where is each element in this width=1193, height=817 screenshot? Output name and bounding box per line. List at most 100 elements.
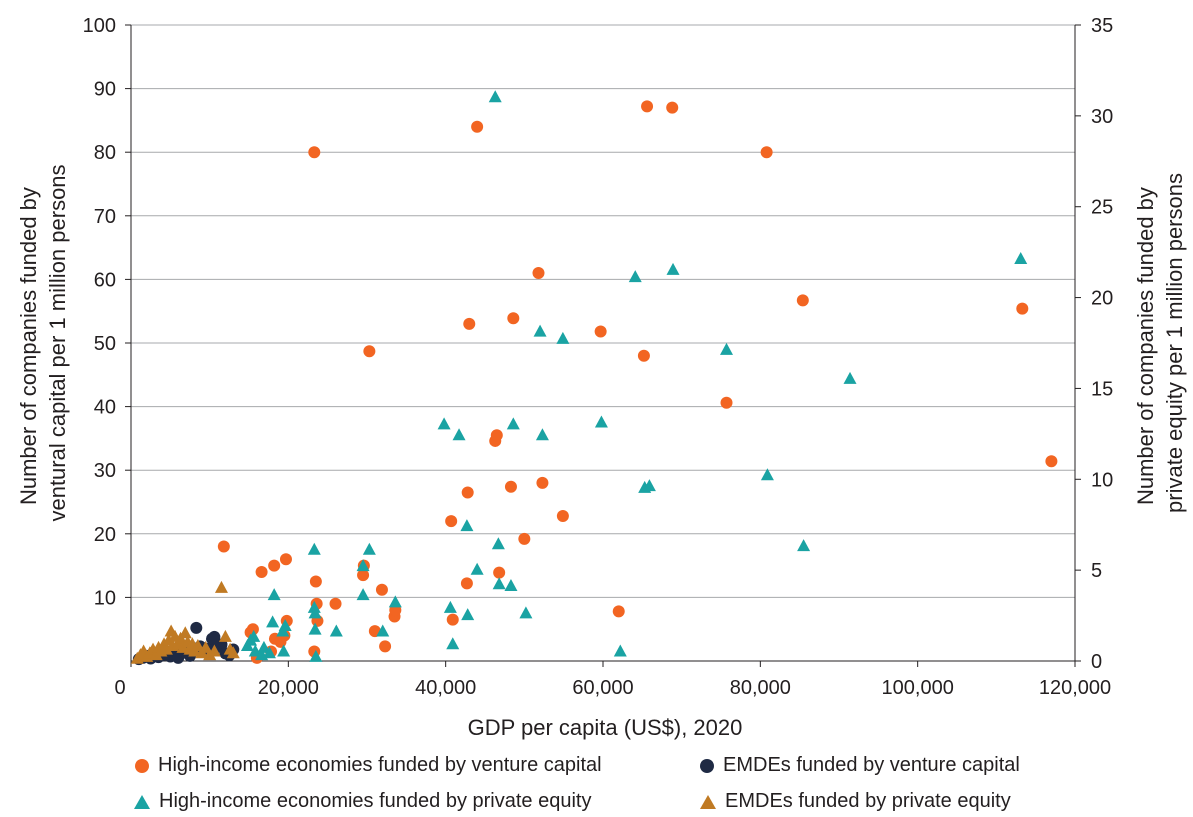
- series-2: [240, 90, 1028, 662]
- data-point: [217, 540, 230, 553]
- x-tick-label: 120,000: [1039, 677, 1111, 699]
- data-point: [267, 588, 281, 601]
- data-point: [278, 619, 292, 632]
- y-right-tick-label: 5: [1091, 560, 1102, 582]
- data-point: [535, 428, 549, 441]
- legend-item-high-income-private-equity: High-income economies funded by private …: [134, 790, 591, 813]
- data-point: [388, 595, 402, 608]
- data-point: [375, 583, 388, 596]
- data-point: [445, 515, 458, 528]
- data-point: [491, 537, 505, 550]
- data-point: [641, 100, 654, 113]
- x-tick-label: 100,000: [882, 677, 954, 699]
- data-point: [437, 417, 451, 430]
- data-point: [471, 120, 484, 133]
- data-point: [257, 640, 271, 653]
- series-0: [217, 100, 1058, 664]
- data-point: [463, 317, 476, 330]
- data-point: [379, 640, 392, 653]
- data-point: [268, 559, 281, 572]
- data-point: [1014, 251, 1028, 264]
- y-left-axis-title: Number of companies funded by ventural c…: [16, 164, 70, 521]
- legend-item-emdes-private-equity: EMDEs funded by private equity: [700, 790, 1011, 813]
- data-point: [488, 90, 502, 103]
- data-point: [536, 476, 549, 489]
- data-point: [309, 649, 323, 662]
- legend-item-high-income-venture-capital: High-income economies funded by venture …: [135, 754, 602, 777]
- y-left-tick-label: 100: [83, 15, 116, 37]
- data-point: [218, 629, 232, 642]
- data-point: [506, 417, 520, 430]
- y-right-tick-label: 35: [1091, 15, 1113, 37]
- data-point: [613, 644, 627, 657]
- legend-label: High-income economies funded by venture …: [158, 754, 602, 776]
- data-point: [594, 415, 608, 428]
- data-point: [533, 324, 547, 337]
- data-point: [255, 565, 268, 578]
- data-point: [843, 371, 857, 384]
- data-point: [214, 580, 228, 593]
- data-point: [720, 396, 733, 409]
- data-point: [642, 479, 656, 492]
- data-point: [207, 644, 221, 657]
- y-left-tick-label: 70: [94, 206, 116, 228]
- data-point: [246, 623, 259, 636]
- data-point: [446, 613, 459, 626]
- legend-triangle-marker: [700, 794, 716, 809]
- data-point: [720, 342, 734, 355]
- y-left-tick-label: 20: [94, 524, 116, 546]
- y-left-tick-label: 10: [94, 587, 116, 609]
- data-point: [493, 566, 506, 579]
- data-point: [666, 262, 680, 275]
- data-point: [277, 644, 291, 657]
- data-point: [247, 629, 261, 642]
- legend-circle-marker: [135, 758, 149, 773]
- data-point: [490, 429, 503, 442]
- y-right-axis-title-line-2: private equity per 1 million persons: [1162, 173, 1187, 513]
- data-point: [470, 562, 484, 575]
- y-left-axis-title-line-1: Number of companies funded by: [16, 187, 41, 505]
- series-3: [130, 580, 240, 664]
- data-point: [363, 345, 376, 358]
- data-point: [760, 468, 774, 481]
- data-point: [356, 559, 370, 572]
- legend-label: EMDEs funded by venture capital: [723, 754, 1020, 776]
- data-point: [760, 146, 773, 159]
- y-left-tick-label: 90: [94, 79, 116, 101]
- data-point: [309, 575, 322, 588]
- data-point: [461, 486, 474, 499]
- data-point: [190, 621, 203, 634]
- axes: [125, 24, 1081, 667]
- data-point: [248, 644, 262, 657]
- data-point: [1045, 455, 1058, 468]
- y-right-axis-title: Number of companies funded by private eq…: [1133, 173, 1187, 513]
- data-point: [1016, 302, 1029, 315]
- data-point: [461, 608, 475, 621]
- x-tick-label: 20,000: [258, 677, 319, 699]
- data-point: [376, 624, 390, 637]
- x-tick-label: 60,000: [572, 677, 633, 699]
- data-point: [460, 577, 473, 590]
- y-right-tick-label: 30: [1091, 106, 1113, 128]
- data-points: [130, 90, 1058, 666]
- data-point: [556, 509, 569, 522]
- x-tick-label: 80,000: [730, 677, 791, 699]
- data-point: [446, 637, 460, 650]
- data-point: [637, 349, 650, 362]
- data-point: [443, 600, 457, 613]
- y-right-tick-label: 20: [1091, 288, 1113, 310]
- data-point: [307, 600, 321, 613]
- x-axis-title: GDP per capita (US$), 2020: [468, 715, 743, 740]
- data-point: [519, 606, 533, 619]
- legend-label: High-income economies funded by private …: [159, 790, 592, 812]
- y-right-axis-title-line-1: Number of companies funded by: [1133, 187, 1158, 505]
- gridlines: [131, 24, 1075, 598]
- y-right-tick-label: 15: [1091, 378, 1113, 400]
- data-point: [308, 146, 321, 159]
- data-point: [159, 642, 173, 655]
- data-point: [279, 553, 292, 566]
- data-point: [556, 331, 570, 344]
- data-point: [308, 622, 322, 635]
- data-point: [452, 428, 466, 441]
